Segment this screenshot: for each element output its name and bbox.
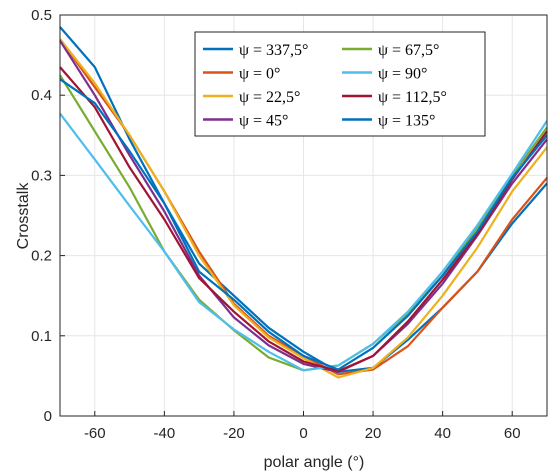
series-lines: [59, 26, 548, 379]
legend-entry: ψ = 67,5°: [378, 42, 439, 59]
legend-entry: ψ = 45°: [239, 113, 288, 130]
y-tick-label: 0.4: [31, 87, 52, 104]
y-tick-label: 0.3: [31, 167, 52, 184]
series-line-6: [59, 112, 548, 372]
series-line-7: [59, 66, 548, 373]
y-tick-label: 0.2: [31, 248, 52, 265]
x-tick-label: 40: [434, 425, 451, 442]
legend-entry: ψ = 0°: [239, 66, 280, 83]
x-tick-label: -60: [84, 425, 106, 442]
x-axis-label: polar angle (°): [264, 454, 365, 471]
legend: ψ = 337,5° ψ = 0° ψ = 22,5° ψ = 45° ψ = 67,5…: [194, 31, 486, 137]
x-tick-label: 60: [504, 425, 521, 442]
series-line-3: [59, 38, 548, 379]
legend-entry: ψ = 135°: [378, 113, 435, 130]
legend-box: [194, 31, 486, 137]
series-line-4: [59, 40, 548, 373]
y-tick-label: 0.5: [31, 7, 52, 24]
x-tick-label: 0: [299, 425, 307, 442]
legend-entry: ψ = 337,5°: [239, 42, 308, 59]
x-tick-label: -40: [154, 425, 176, 442]
x-tick-label: 20: [365, 425, 382, 442]
x-tick-label: -20: [223, 425, 245, 442]
series-line-8: [59, 78, 548, 371]
axis-ticks: -60 -40 -20 0 20 40 60 0 0.1 0.2 0.3 0.4 0.5: [31, 7, 520, 442]
legend-entry: ψ = 22,5°: [239, 89, 300, 106]
legend-entry: ψ = 112,5°: [378, 89, 447, 106]
y-tick-label: 0.1: [31, 328, 52, 345]
legend-entry: ψ = 90°: [378, 66, 427, 83]
y-tick-label: 0: [44, 408, 52, 425]
y-axis-label: Crosstalk: [15, 182, 32, 250]
